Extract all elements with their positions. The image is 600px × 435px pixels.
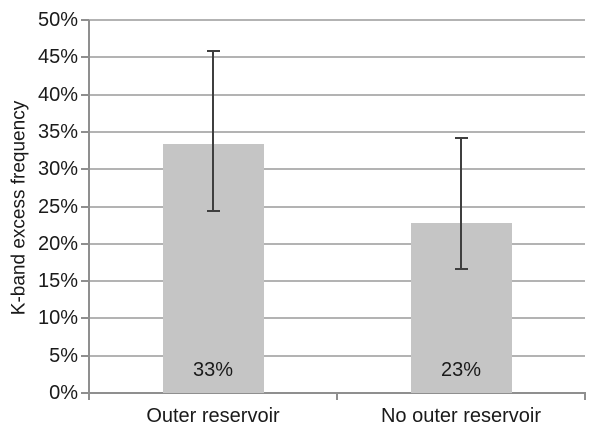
y-axis-tick: [81, 392, 89, 394]
gridline: [89, 355, 585, 357]
x-axis-tick: [584, 394, 586, 400]
y-axis-tick: [81, 19, 89, 21]
y-axis-tick: [81, 355, 89, 357]
y-axis-tick: [81, 168, 89, 170]
x-axis-tick: [88, 394, 90, 400]
x-axis-line: [88, 392, 586, 394]
gridline: [89, 56, 585, 58]
error-bar-cap-top: [206, 50, 220, 53]
gridline: [89, 317, 585, 319]
gridline: [89, 19, 585, 21]
gridline: [89, 168, 585, 170]
error-bar-line: [212, 51, 214, 211]
y-axis-tick: [81, 56, 89, 58]
y-axis-tick-label: 5%: [49, 345, 78, 367]
gridline: [89, 243, 585, 245]
error-bar-cap-bottom: [454, 268, 468, 271]
y-axis-tick: [81, 280, 89, 282]
y-axis-line: [88, 20, 90, 395]
y-axis-tick-label: 35%: [37, 121, 78, 143]
gridline: [89, 206, 585, 208]
y-axis-tick-label: 40%: [37, 84, 78, 106]
error-bar-line: [460, 137, 462, 270]
y-axis-tick: [81, 243, 89, 245]
error-bar-cap-bottom: [206, 209, 220, 212]
error-bar-cap-top: [454, 136, 468, 139]
category-label: Outer reservoir: [146, 405, 280, 427]
y-axis-tick-label: 10%: [37, 307, 78, 329]
category-label: No outer reservoir: [380, 405, 542, 427]
x-axis-tick: [336, 394, 338, 400]
y-axis-tick-label: 20%: [37, 233, 78, 255]
y-axis-tick: [81, 131, 89, 133]
bar-value-label: 23%: [440, 359, 482, 381]
gridline: [89, 280, 585, 282]
y-axis-tick-label: 0%: [49, 382, 78, 404]
y-axis-tick-label: 25%: [37, 196, 78, 218]
y-axis-tick-label: 45%: [37, 46, 78, 68]
y-axis-tick: [81, 94, 89, 96]
y-axis-tick-label: 15%: [37, 270, 78, 292]
y-axis-tick-label: 50%: [37, 9, 78, 31]
bar-value-label: 33%: [192, 359, 234, 381]
gridline: [89, 131, 585, 133]
y-axis-tick: [81, 206, 89, 208]
y-axis-tick: [81, 317, 89, 319]
y-axis-tick-label: 30%: [37, 158, 78, 180]
gridline: [89, 94, 585, 96]
